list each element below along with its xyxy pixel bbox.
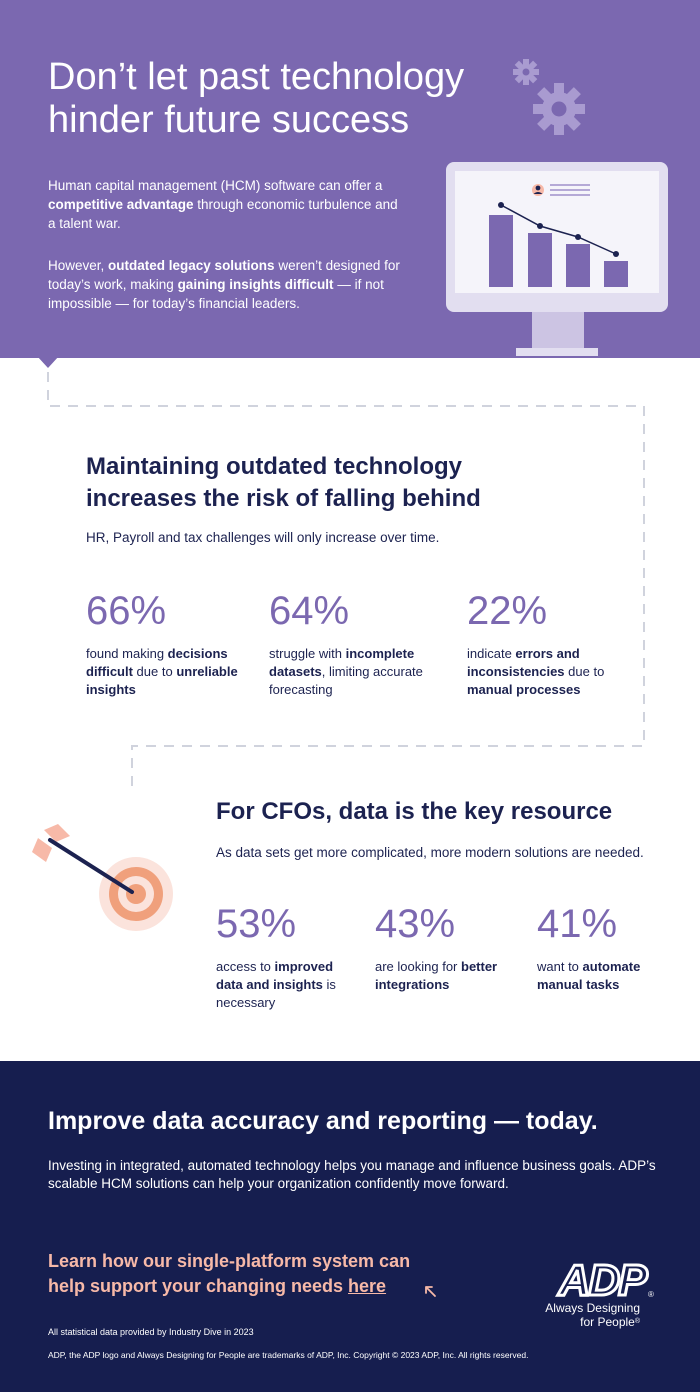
text-segment: for People xyxy=(580,1315,635,1329)
text-segment: — if not impossible — for today’s financ… xyxy=(48,277,384,311)
stat-card: 22% indicate errors and inconsistencies … xyxy=(467,589,617,699)
registered-mark: ® xyxy=(648,1290,654,1299)
section-subtitle: HR, Payroll and tax challenges will only… xyxy=(86,530,440,545)
adp-logo: ADP ® xyxy=(556,1257,654,1301)
hero-paragraph-2: However, outdated legacy solutions weren… xyxy=(48,256,408,313)
section-title: Maintaining outdated technology increase… xyxy=(86,453,481,512)
stat-description: want to automate manual tasks xyxy=(537,958,667,994)
text-segment: weren’t designed for today’s work, makin… xyxy=(48,258,400,292)
text-segment: through economic turbulence and a talent… xyxy=(48,197,398,231)
gear-icon xyxy=(513,59,539,85)
stat-value: 43% xyxy=(375,902,456,946)
footer-section: Improve data accuracy and reporting — to… xyxy=(0,1061,700,1392)
footer-title: Improve data accuracy and reporting — to… xyxy=(48,1107,598,1135)
gear-icon xyxy=(533,83,585,135)
hero-banner: Don’t let past technology hinder future … xyxy=(0,0,700,358)
stat-card: 41% want to automate manual tasks xyxy=(537,902,667,994)
text-segment: found making xyxy=(86,646,168,661)
stat-card: 66% found making decisions difficult due… xyxy=(86,589,256,699)
highlight-text: errors and inconsistencies xyxy=(467,646,580,679)
registered-mark: ® xyxy=(634,1318,640,1325)
text-segment: However, xyxy=(48,258,109,273)
text-segment: , limiting accurate forecasting xyxy=(269,664,423,697)
target-arrow-icon xyxy=(32,824,173,931)
text-segment: Learn how our single-platform system can… xyxy=(48,1251,411,1296)
text-segment: indicate xyxy=(467,646,516,661)
stat-value: 41% xyxy=(537,902,618,946)
dashed-connector xyxy=(47,372,645,788)
stat-description: access to improved data and insights is … xyxy=(216,958,356,1012)
highlight-text: improved data and insights xyxy=(216,959,334,992)
text-segment: due to xyxy=(564,664,605,679)
stat-card: 43% are looking for better integrations xyxy=(375,902,515,994)
text-segment: Human capital management (HCM) software … xyxy=(48,178,383,193)
data-source-note: All statistical data provided by Industr… xyxy=(48,1327,254,1337)
highlight-text: gaining insights difficult xyxy=(177,277,334,292)
stat-value: 66% xyxy=(86,589,167,633)
hero-title: Don’t let past technology hinder future … xyxy=(48,56,465,141)
stat-value: 53% xyxy=(216,902,297,946)
highlight-text: better integrations xyxy=(375,959,498,992)
highlight-text: automate manual tasks xyxy=(537,959,641,992)
hero-paragraph-1: Human capital management (HCM) software … xyxy=(48,176,408,233)
text-segment: are looking for xyxy=(375,959,461,974)
logo-text: ADP xyxy=(558,1257,649,1301)
stat-description: found making decisions difficult due to … xyxy=(86,645,256,699)
text-segment: due to xyxy=(132,664,177,679)
highlight-text: outdated legacy solutions xyxy=(108,258,275,273)
highlight-text: incomplete datasets xyxy=(269,646,415,679)
highlight-text: competitive advantage xyxy=(48,197,194,212)
section-title: For CFOs, data is the key resource xyxy=(216,798,613,825)
pointer-arrow-icon xyxy=(425,1286,436,1297)
stat-card: 53% access to improved data and insights… xyxy=(216,902,356,1012)
monitor-chart-icon xyxy=(446,162,668,356)
section-subtitle: As data sets get more complicated, more … xyxy=(216,845,644,860)
text-segment: access to xyxy=(216,959,275,974)
footer-paragraph: Investing in integrated, automated techn… xyxy=(48,1158,656,1191)
legal-text: ADP, the ADP logo and Always Designing f… xyxy=(48,1350,529,1360)
cta-text: Learn how our single-platform system can… xyxy=(48,1249,448,1299)
hero-notch xyxy=(37,356,59,368)
text-segment: is necessary xyxy=(216,977,336,1010)
stat-value: 64% xyxy=(269,589,350,633)
stat-value: 22% xyxy=(467,589,548,633)
text-segment: want to xyxy=(537,959,583,974)
stat-card: 64% struggle with incomplete datasets, l… xyxy=(269,589,439,699)
text-segment: struggle with xyxy=(269,646,346,661)
cta-link[interactable]: here xyxy=(348,1276,387,1296)
highlight-text: unreliable insights xyxy=(86,664,238,697)
stat-description: are looking for better integrations xyxy=(375,958,515,994)
adp-tagline: Always Designing for People® xyxy=(530,1301,640,1329)
highlight-text: manual processes xyxy=(467,682,581,697)
tagline-line: for People® xyxy=(530,1315,640,1329)
highlight-text: decisions difficult xyxy=(86,646,228,679)
stat-description: struggle with incomplete datasets, limit… xyxy=(269,645,439,699)
tagline-line: Always Designing xyxy=(545,1301,640,1315)
stat-description: indicate errors and inconsistencies due … xyxy=(467,645,617,699)
